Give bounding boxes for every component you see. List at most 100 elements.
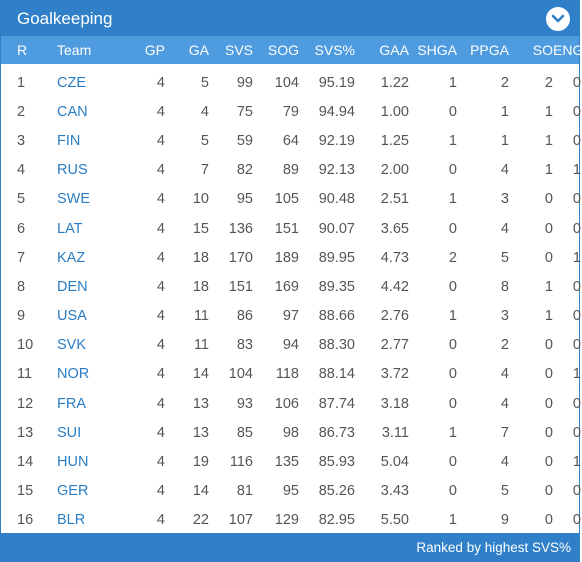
cell-svs-pct: 89.95 [318, 249, 355, 266]
cell-ppga: 4 [500, 162, 509, 179]
footer-bar: Ranked by highest SVS% [1, 533, 579, 561]
cell-svs: 104 [228, 366, 253, 383]
cell-svs-pct: 86.73 [318, 424, 355, 441]
cell-team[interactable]: SWE [57, 191, 91, 208]
cell-team[interactable]: NOR [57, 366, 90, 383]
cell-svs: 75 [236, 103, 253, 120]
column-header-team[interactable]: Team [57, 42, 92, 58]
cell-team[interactable]: BLR [57, 512, 86, 529]
cell-rank: 4 [17, 162, 26, 179]
cell-so: 1 [544, 278, 553, 295]
cell-so: 0 [544, 395, 553, 412]
column-header-gp[interactable]: GP [144, 42, 165, 58]
footer-note: Ranked by highest SVS% [416, 539, 571, 555]
cell-ppga: 2 [500, 74, 509, 91]
cell-eng: 1 [572, 249, 581, 266]
cell-so: 0 [544, 220, 553, 237]
cell-so: 1 [544, 162, 553, 179]
cell-team[interactable]: FIN [57, 132, 81, 149]
cell-eng: 0 [572, 512, 581, 529]
cell-rank: 10 [17, 337, 34, 354]
cell-svs: 107 [228, 512, 253, 529]
cell-team[interactable]: DEN [57, 278, 88, 295]
cell-eng: 0 [572, 308, 581, 325]
cell-gp: 4 [156, 162, 165, 179]
table-row: 15 GER 4 14 81 95 85.26 3.43 0 5 0 0 [1, 477, 581, 506]
table-row: 7 KAZ 4 18 170 189 89.95 4.73 2 5 0 1 [1, 243, 581, 272]
cell-gaa: 2.77 [380, 337, 409, 354]
cell-gp: 4 [156, 483, 165, 500]
cell-ga: 11 [193, 337, 209, 354]
cell-eng: 0 [572, 424, 581, 441]
cell-team[interactable]: CZE [57, 74, 86, 91]
table-row: 5 SWE 4 10 95 105 90.48 2.51 1 3 0 0 [1, 185, 581, 214]
cell-svs-pct: 92.19 [318, 132, 355, 149]
cell-team[interactable]: FRA [57, 395, 86, 412]
table-row: 10 SVK 4 11 83 94 88.30 2.77 0 2 0 0 [1, 331, 581, 360]
column-header-eng[interactable]: ENG [553, 42, 582, 58]
cell-ppga: 3 [500, 191, 509, 208]
cell-gaa: 3.18 [380, 395, 409, 412]
cell-team[interactable]: USA [57, 308, 87, 325]
cell-team[interactable]: KAZ [57, 249, 86, 266]
cell-rank: 8 [17, 278, 26, 295]
cell-svs-pct: 90.07 [318, 220, 355, 237]
collapse-button[interactable] [546, 6, 570, 31]
table-row: 14 HUN 4 19 116 135 85.93 5.04 0 4 0 1 [1, 447, 581, 476]
cell-gaa: 1.00 [380, 103, 409, 120]
cell-shga: 0 [448, 454, 457, 471]
table-row: 12 FRA 4 13 93 106 87.74 3.18 0 4 0 0 [1, 389, 581, 418]
cell-svs: 83 [236, 337, 253, 354]
column-header-svs[interactable]: SVS [224, 42, 253, 58]
cell-team[interactable]: SUI [57, 424, 82, 441]
cell-so: 0 [544, 337, 553, 354]
column-header-gaa[interactable]: GAA [379, 42, 409, 58]
column-header-rank[interactable]: R [17, 42, 28, 58]
cell-team[interactable]: CAN [57, 103, 88, 120]
cell-gp: 4 [156, 74, 165, 91]
cell-gaa: 4.73 [380, 249, 409, 266]
cell-team[interactable]: LAT [57, 220, 83, 237]
chevron-down-icon [551, 14, 565, 22]
cell-so: 1 [544, 103, 553, 120]
cell-svs-pct: 88.14 [318, 366, 355, 383]
cell-gp: 4 [156, 366, 165, 383]
cell-rank: 1 [17, 74, 26, 91]
table-header: R Team GP GA SVS SOG SVS% GAA SHGA PPGA … [1, 36, 582, 64]
column-header-ppga[interactable]: PPGA [470, 42, 509, 58]
cell-rank: 14 [17, 454, 34, 471]
cell-svs: 151 [228, 278, 253, 295]
cell-team[interactable]: SVK [57, 337, 87, 354]
cell-gp: 4 [156, 191, 165, 208]
cell-team[interactable]: GER [57, 483, 89, 500]
column-header-sog[interactable]: SOG [267, 42, 299, 58]
cell-svs-pct: 89.35 [318, 278, 355, 295]
cell-team[interactable]: RUS [57, 162, 88, 179]
cell-shga: 0 [448, 395, 457, 412]
column-header-svs-pct[interactable]: SVS% [314, 42, 355, 58]
widget-title: Goalkeeping [17, 8, 113, 28]
cell-svs: 116 [229, 454, 253, 471]
cell-svs: 85 [236, 424, 253, 441]
table-row: 6 LAT 4 15 136 151 90.07 3.65 0 4 0 0 [1, 214, 581, 243]
column-header-ga[interactable]: GA [188, 42, 209, 58]
column-header-so[interactable]: SO [532, 42, 553, 58]
cell-ppga: 3 [500, 308, 509, 325]
title-bar: Goalkeeping [1, 1, 579, 36]
cell-shga: 1 [448, 191, 457, 208]
cell-gp: 4 [156, 308, 165, 325]
cell-team[interactable]: HUN [57, 454, 89, 471]
cell-eng: 1 [572, 366, 581, 383]
cell-svs-pct: 92.13 [318, 162, 355, 179]
cell-svs-pct: 87.74 [318, 395, 355, 412]
cell-ppga: 4 [500, 220, 509, 237]
cell-svs: 136 [228, 220, 253, 237]
column-header-shga[interactable]: SHGA [417, 42, 457, 58]
cell-shga: 0 [448, 366, 457, 383]
cell-ga: 5 [200, 74, 209, 91]
cell-ga: 14 [192, 366, 209, 383]
table-row: 3 FIN 4 5 59 64 92.19 1.25 1 1 1 0 [1, 126, 581, 155]
cell-svs: 99 [236, 74, 253, 91]
table-body: 1 CZE 4 5 99 104 95.19 1.22 1 2 2 0 2 CAN 4 4 75 79 94.94 1… [1, 64, 581, 535]
cell-svs-pct: 90.48 [318, 191, 355, 208]
